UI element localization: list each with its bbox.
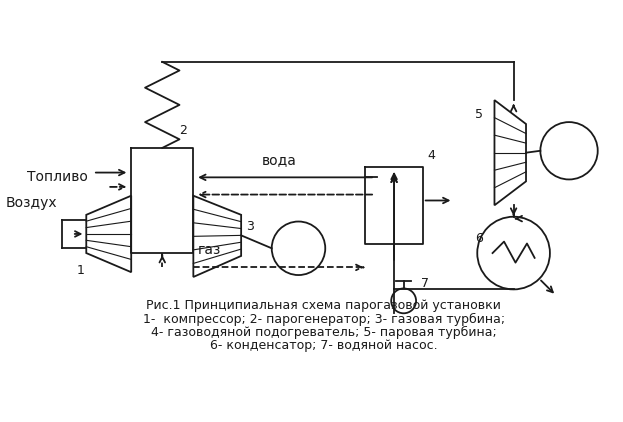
Text: 6: 6 [475, 232, 483, 245]
Text: 6- конденсатор; 7- водяной насос.: 6- конденсатор; 7- водяной насос. [210, 339, 437, 352]
Text: 3: 3 [246, 220, 254, 233]
Text: 2: 2 [179, 124, 188, 137]
Text: Топливо: Топливо [27, 170, 88, 184]
Text: 5: 5 [475, 108, 483, 121]
Text: 1: 1 [77, 264, 85, 277]
Text: 4: 4 [427, 149, 435, 162]
Text: газ: газ [198, 243, 222, 257]
Text: Воздух: Воздух [6, 196, 57, 210]
Text: 7: 7 [421, 277, 429, 290]
Text: вода: вода [262, 153, 297, 167]
Text: 4- газоводяной подогреватель; 5- паровая турбина;: 4- газоводяной подогреватель; 5- паровая… [151, 326, 497, 339]
Text: 1-  компрессор; 2- парогенератор; 3- газовая турбина;: 1- компрессор; 2- парогенератор; 3- газо… [143, 312, 505, 325]
Text: Рис.1 Принципиальная схема парогазовой установки: Рис.1 Принципиальная схема парогазовой у… [146, 299, 502, 312]
